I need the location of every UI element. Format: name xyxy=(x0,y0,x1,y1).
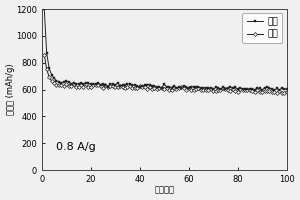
充电 xyxy=(285,90,288,93)
放电 xyxy=(187,87,190,89)
充电 xyxy=(275,92,279,95)
Legend: 放电, 充电: 放电, 充电 xyxy=(242,13,282,43)
放电 xyxy=(260,89,264,92)
Text: 0.8 A/g: 0.8 A/g xyxy=(56,142,96,152)
放电 xyxy=(89,83,93,85)
Line: 放电: 放电 xyxy=(43,8,288,92)
充电 xyxy=(99,85,102,87)
充电 xyxy=(265,90,269,92)
放电 xyxy=(43,8,46,10)
Y-axis label: 比容量 (mAh/g): 比容量 (mAh/g) xyxy=(6,64,15,115)
充电 xyxy=(167,88,171,91)
放电 xyxy=(275,87,279,90)
X-axis label: 循环次数: 循环次数 xyxy=(154,185,174,194)
充电 xyxy=(89,86,93,88)
放电 xyxy=(167,86,171,88)
充电 xyxy=(187,87,190,89)
放电 xyxy=(99,83,102,86)
充电 xyxy=(43,54,46,56)
放电 xyxy=(285,88,288,90)
放电 xyxy=(268,87,271,89)
Line: 充电: 充电 xyxy=(43,53,288,95)
充电 xyxy=(272,91,276,93)
